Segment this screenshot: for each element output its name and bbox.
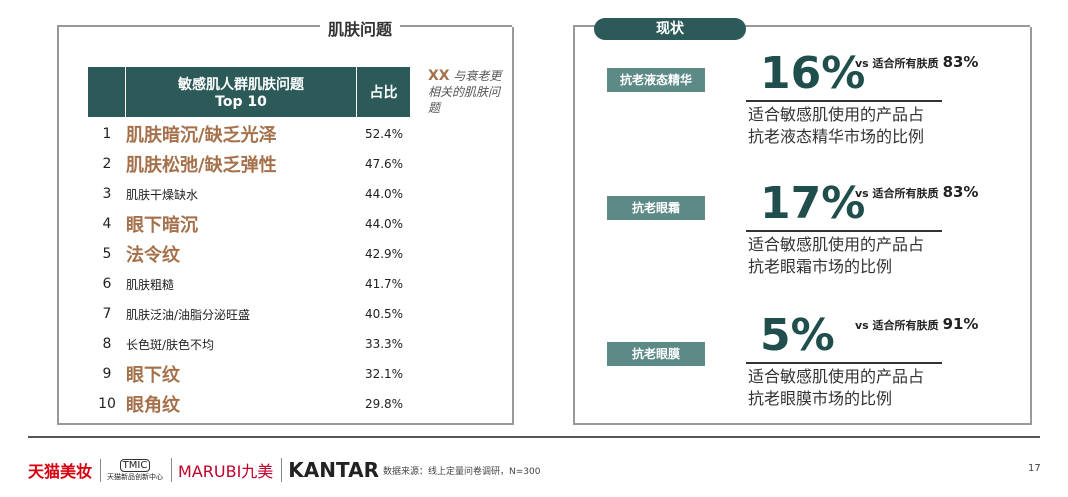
logo: TMIC 天猫新品创新中心	[100, 458, 164, 482]
rank: 10	[98, 396, 116, 412]
rank: 5	[102, 246, 112, 262]
comparison: vs 适合所有肤质 83%	[855, 182, 978, 201]
comparison: vs 适合所有肤质 91%	[855, 314, 978, 333]
description: 适合敏感肌使用的产品占	[748, 105, 925, 124]
vs-label: vs 适合所有肤质	[855, 57, 939, 70]
header-cell	[88, 67, 126, 117]
vs-value: 83%	[942, 53, 979, 71]
header-cell: 敏感肌人群肌肤问题 Top 10	[126, 67, 357, 117]
header-text: Top 10	[215, 94, 267, 110]
big-value: 16%	[760, 48, 866, 99]
big-value: 17%	[760, 178, 866, 229]
table-row: 3 肌肤干燥缺水 44.0%	[88, 179, 410, 209]
issue: 眼角纹	[126, 395, 180, 416]
share: 44.0%	[364, 187, 404, 201]
table-body: 1 肌肤暗沉/缺乏光泽 52.4% 2 肌肤松弛/缺乏弹性 47.6% 3 肌肤干燥缺水 44.…	[88, 119, 410, 419]
share: 40.5%	[364, 307, 404, 321]
issue: 眼下暗沉	[126, 215, 198, 236]
table-header: 敏感肌人群肌肤问题 Top 10 占比	[88, 67, 410, 117]
table-row: 1 肌肤暗沉/缺乏光泽 52.4%	[88, 119, 410, 149]
underline	[746, 100, 942, 102]
rule	[57, 25, 512, 27]
vs-value: 83%	[942, 183, 979, 201]
table-row: 10 眼角纹 29.8%	[88, 389, 410, 419]
underline	[746, 362, 942, 364]
legend-text: 与衰老更相关的肌肤问题	[428, 69, 502, 115]
rank: 7	[102, 306, 112, 322]
panel-title: 肌肤问题	[320, 16, 401, 40]
logo: 天猫美妆	[28, 462, 93, 481]
share: 33.3%	[364, 337, 404, 351]
table-row: 6 肌肤粗糙 41.7%	[88, 269, 410, 299]
header-cell: 占比	[357, 67, 410, 117]
share: 41.7%	[364, 277, 404, 291]
item-label: 抗老液态精华	[607, 68, 705, 92]
share: 44.0%	[364, 217, 404, 231]
underline	[746, 230, 942, 232]
left-panel	[57, 27, 514, 425]
rank: 2	[102, 156, 112, 172]
issue: 肌肤暗沉/缺乏光泽	[126, 125, 277, 146]
description: 适合敏感肌使用的产品占	[748, 367, 925, 386]
logo: MARUBI九美	[171, 458, 273, 482]
description: 抗老眼霜市场的比例	[748, 257, 893, 276]
issue: 眼下纹	[126, 365, 180, 386]
item-label: 抗老眼霜	[607, 196, 705, 220]
source: 数据来源：线上定量问卷调研，N=300	[383, 467, 541, 477]
issue: 肌肤松弛/缺乏弹性	[126, 155, 277, 176]
comparison: vs 适合所有肤质 83%	[855, 52, 978, 71]
rank: 4	[102, 216, 112, 232]
share: 42.9%	[364, 247, 404, 261]
big-value: 5%	[760, 310, 835, 361]
issue: 肌肤泛油/油脂分泌旺盛	[126, 307, 251, 322]
rank: 9	[102, 366, 112, 382]
footer-rule	[28, 436, 1040, 438]
issue: 法令纹	[126, 245, 180, 266]
logo-text: 天猫新品创新中心	[107, 472, 164, 481]
issue: 长色斑/肤色不均	[126, 337, 215, 352]
share: 52.4%	[364, 127, 404, 141]
table-row: 5 法令纹 42.9%	[88, 239, 410, 269]
share: 29.8%	[364, 397, 404, 411]
vs-label: vs 适合所有肤质	[855, 187, 939, 200]
rank: 8	[102, 336, 112, 352]
header-text: 敏感肌人群肌肤问题	[178, 77, 304, 93]
logos: 天猫美妆 TMIC 天猫新品创新中心 MARUBI九美 KANTAR	[28, 458, 379, 482]
legend: XX 与衰老更相关的肌肤问题	[428, 68, 508, 116]
table-row: 4 眼下暗沉 44.0%	[88, 209, 410, 239]
description: 抗老眼膜市场的比例	[748, 389, 893, 408]
table-row: 2 肌肤松弛/缺乏弹性 47.6%	[88, 149, 410, 179]
rule	[573, 25, 1030, 27]
share: 47.6%	[364, 157, 404, 171]
rank: 6	[102, 276, 112, 292]
vs-label: vs 适合所有肤质	[855, 319, 939, 332]
tag: 现状	[594, 18, 746, 40]
table-row: 7 肌肤泛油/油脂分泌旺盛 40.5%	[88, 299, 410, 329]
share: 32.1%	[364, 367, 404, 381]
table-row: 9 眼下纹 32.1%	[88, 359, 410, 389]
logo: KANTAR	[281, 458, 379, 482]
legend-marker: XX	[428, 68, 450, 84]
table-row: 8 长色斑/肤色不均 33.3%	[88, 329, 410, 359]
issue: 肌肤粗糙	[126, 277, 175, 292]
right-panel	[573, 27, 1032, 425]
description: 抗老液态精华市场的比例	[748, 127, 925, 146]
item-label: 抗老眼膜	[607, 342, 705, 366]
logo-text: TMIC	[119, 458, 151, 472]
page-number: 17	[1028, 463, 1041, 474]
description: 适合敏感肌使用的产品占	[748, 235, 925, 254]
vs-value: 91%	[942, 315, 979, 333]
rank: 3	[102, 186, 112, 202]
rank: 1	[102, 126, 112, 142]
issue: 肌肤干燥缺水	[126, 187, 199, 202]
